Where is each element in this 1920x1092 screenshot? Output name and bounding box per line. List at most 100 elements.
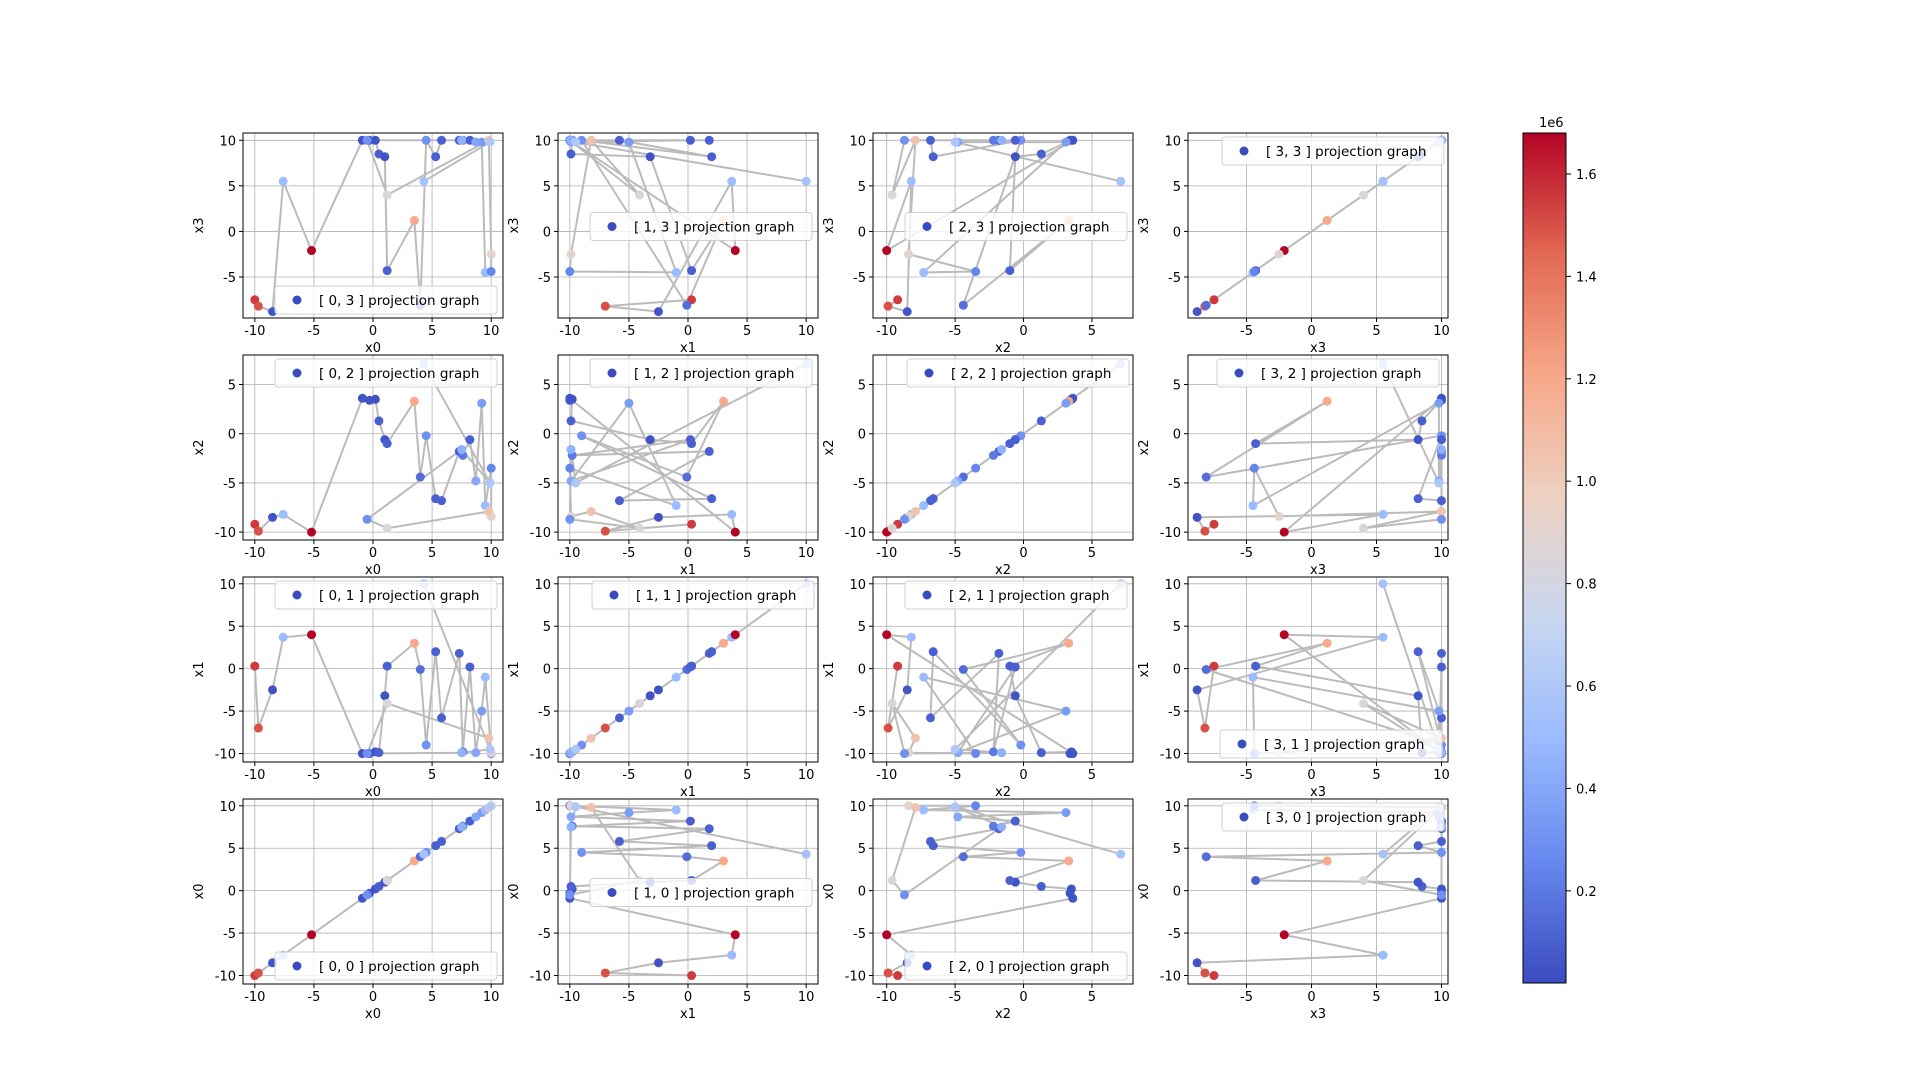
scatter-point <box>899 135 909 145</box>
y-tick-label: 5 <box>858 379 866 394</box>
y-tick-label: -5 <box>1168 271 1181 286</box>
y-tick-label: -10 <box>215 748 236 763</box>
scatter-point <box>801 176 811 186</box>
scatter-point <box>471 748 481 758</box>
scatter-point <box>486 267 496 277</box>
x-tick-label: 0 <box>684 768 692 783</box>
scatter-point <box>1116 176 1126 186</box>
subplot-x3-x0: -5 0 5 10 -10 -5 0 5 10 x3 x0 [ 3, 0 ] projection g… <box>1137 798 1450 1022</box>
x-tick-label: -10 <box>876 546 897 561</box>
legend: [ 3, 1 ] projection graph <box>1219 729 1443 759</box>
scatter-point <box>565 267 575 277</box>
y-tick-label: 0 <box>858 225 866 240</box>
scatter-point <box>382 523 392 533</box>
scatter-point <box>1061 137 1071 147</box>
x-axis-label: x2 <box>995 563 1011 578</box>
y-tick-label: 5 <box>1173 180 1181 195</box>
y-axis-label: x1 <box>507 662 522 678</box>
scatter-point <box>893 661 903 671</box>
scatter-point <box>1036 881 1046 891</box>
y-tick-label: 0 <box>543 225 551 240</box>
colorbar-gradient <box>1522 132 1567 984</box>
scatter-point <box>1413 691 1423 701</box>
scatter-point <box>902 685 912 695</box>
scatter-point <box>1249 463 1259 473</box>
scatter-point <box>477 398 487 408</box>
subplot-x3-x1: -5 0 5 10 -10 -5 0 5 10 x3 x1 [ 3, 1 ] projection g… <box>1137 576 1450 800</box>
y-tick-label: -5 <box>223 271 236 286</box>
legend: [ 2, 1 ] projection graph <box>904 580 1128 610</box>
scatter-point <box>1201 665 1211 674</box>
legend-marker <box>1237 739 1247 749</box>
scatter-point <box>409 215 419 225</box>
scatter-point <box>566 149 576 159</box>
scatter-point <box>485 744 495 754</box>
x-tick-label: 5 <box>743 324 751 339</box>
y-axis-label: x0 <box>192 884 207 900</box>
trajectory-line <box>886 583 1122 755</box>
subplot-x0-x3: -10 -5 0 5 10 -5 0 5 10 x0 x3 [ 0, 3 ] projection g… <box>192 132 504 356</box>
y-tick-label: -10 <box>845 748 866 763</box>
scatter-point <box>1064 638 1074 648</box>
scatter-point <box>600 723 610 733</box>
subplot-x1-x0: -10 -5 0 5 10 -10 -5 0 5 10 x1 x0 [ 1, 0 ] projectio… <box>507 798 819 1022</box>
x-tick-label: 5 <box>1088 324 1096 339</box>
legend-marker <box>922 590 932 600</box>
y-axis-label: x1 <box>822 662 837 678</box>
y-axis-label: x1 <box>1137 662 1152 678</box>
y-tick-label: 5 <box>543 379 551 394</box>
legend-marker <box>1234 368 1244 378</box>
scatter-point <box>997 748 1007 758</box>
colorbar-tick-label: 1.4 <box>1576 270 1597 285</box>
scatter-point <box>457 135 467 145</box>
scatter-point <box>887 698 897 708</box>
x-tick-label: -5 <box>622 546 635 561</box>
x-tick-label: 0 <box>1307 324 1315 339</box>
subplot-x2-x1: -10 -5 0 5 -10 -5 0 5 10 x2 x1 [ 2, 1 ] projection … <box>822 576 1134 800</box>
scatter-point <box>1378 849 1388 859</box>
y-tick-label: 0 <box>858 428 866 443</box>
x-tick-label: 0 <box>1307 768 1315 783</box>
x-axis-label: x1 <box>680 1007 696 1022</box>
scatter-point <box>577 431 587 441</box>
scatter-point <box>431 647 441 657</box>
scatter-point <box>465 662 475 672</box>
y-tick-label: 5 <box>1173 842 1181 857</box>
scatter-point <box>362 890 372 900</box>
scatter-point <box>1010 435 1020 445</box>
scatter-point <box>484 733 494 743</box>
scatter-point <box>624 808 634 818</box>
x-tick-label: 5 <box>428 324 436 339</box>
y-tick-label: 10 <box>1164 134 1181 149</box>
scatter-point <box>882 246 892 256</box>
x-tick-label: 10 <box>1433 768 1450 783</box>
y-tick-label: -10 <box>845 970 866 985</box>
scatter-point <box>415 472 425 482</box>
scatter-point <box>362 514 372 524</box>
subplot-x0-x1: -10 -5 0 5 10 -10 -5 0 5 10 x0 x1 [ 0, 1 ] projectio… <box>192 576 504 800</box>
scatter-point <box>685 135 695 145</box>
x-tick-label: 10 <box>483 546 500 561</box>
scatter-point <box>380 691 390 701</box>
scatter-point <box>1016 740 1026 750</box>
scatter-point <box>624 398 634 408</box>
y-tick-label: 0 <box>1173 225 1181 240</box>
scatter-point <box>653 512 663 522</box>
scatter-point <box>1322 638 1332 648</box>
scatter-point <box>1036 416 1046 426</box>
scatter-point <box>919 501 929 511</box>
scatter-point <box>730 527 740 537</box>
y-tick-label: 0 <box>1173 885 1181 900</box>
legend: [ 0, 1 ] projection graph <box>274 580 498 610</box>
x-tick-label: 5 <box>1372 990 1380 1005</box>
scatter-point <box>1359 698 1368 708</box>
trajectory-line <box>1196 139 1443 313</box>
scatter-point <box>1010 135 1020 145</box>
legend: [ 1, 2 ] projection graph <box>589 358 813 388</box>
x-axis-label: x1 <box>680 785 696 800</box>
x-tick-label: 5 <box>1088 990 1096 1005</box>
scatter-point <box>671 501 681 511</box>
legend: [ 0, 3 ] projection graph <box>274 285 498 315</box>
scatter-point <box>988 450 998 460</box>
y-tick-label: -10 <box>1160 748 1181 763</box>
